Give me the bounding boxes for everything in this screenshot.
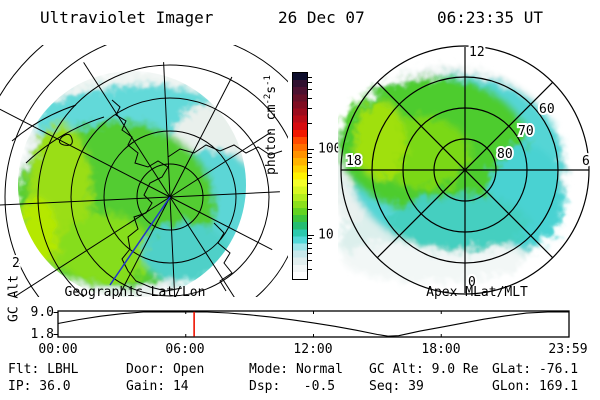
page-title: Ultraviolet Imager	[40, 8, 214, 27]
geographic-plot-caption: Geographic Lat/Lon	[64, 285, 206, 300]
xtick-2359: 23:59	[548, 342, 588, 357]
colorbar	[292, 72, 308, 280]
header-time-ut: 06:23:35 UT	[437, 8, 543, 27]
mlat-label-80: 80	[497, 147, 513, 162]
xtick-1200: 12:00	[293, 342, 333, 357]
apex-plot-caption: Apex MLat/MLT	[426, 285, 528, 300]
ytick-1-8: 1.8	[30, 327, 54, 342]
ytick-9: 9.0	[30, 305, 54, 320]
altitude-curve	[57, 311, 569, 337]
mlt-label-18: 18	[346, 154, 362, 169]
geographic-uv-image	[18, 71, 246, 297]
status-flt: Flt: LBHL	[8, 362, 79, 377]
status-glat: GLat: -76.1	[492, 362, 579, 377]
xtick-0000: 00:00	[38, 342, 78, 357]
mlat-label-70: 70	[518, 124, 534, 139]
colorbar-group: 100 10	[292, 72, 352, 280]
colorbar-label-text: photon cm	[264, 104, 280, 175]
gc-altitude-timeline	[53, 310, 570, 338]
colorbar-label-sup1: -2	[262, 93, 273, 105]
timeline-minor-ticks	[185, 311, 442, 337]
xtick-1800: 18:00	[421, 342, 461, 357]
status-glon: GLon: 169.1	[492, 379, 579, 394]
timeline-frame	[57, 310, 570, 338]
coastline-outlines	[11, 99, 283, 292]
status-seq: Seq: 39	[369, 379, 424, 394]
mlt-label-12: 12	[469, 45, 485, 60]
colorbar-label-sup2: -1	[262, 75, 273, 86]
mlat-label-60: 60	[539, 102, 555, 117]
status-door: Door: Open	[126, 362, 205, 377]
colorbar-label-text2: s	[264, 85, 280, 94]
track-line	[109, 196, 171, 286]
header-date: 26 Dec 07	[278, 8, 365, 27]
status-dsp: Dsp: -0.5	[249, 379, 336, 394]
apex-polar-plot: 12 18 6 0 60 70 80	[338, 45, 592, 295]
geo-edge-label: 2	[12, 256, 20, 271]
geographic-grid	[0, 45, 288, 297]
xtick-0600: 06:00	[165, 342, 205, 357]
apex-uv-image	[338, 67, 566, 282]
status-mode: Mode: Normal	[249, 362, 343, 377]
mlt-label-6: 6	[582, 154, 590, 169]
apex-grid	[340, 45, 590, 295]
status-gain: Gain: 14	[126, 379, 189, 394]
status-ip: IP: 36.0	[8, 379, 71, 394]
geographic-polar-plot: 2	[0, 45, 288, 297]
status-gcalt: GC Alt: 9.0 Re	[369, 362, 479, 377]
mlt-label-0: 0	[468, 275, 476, 290]
